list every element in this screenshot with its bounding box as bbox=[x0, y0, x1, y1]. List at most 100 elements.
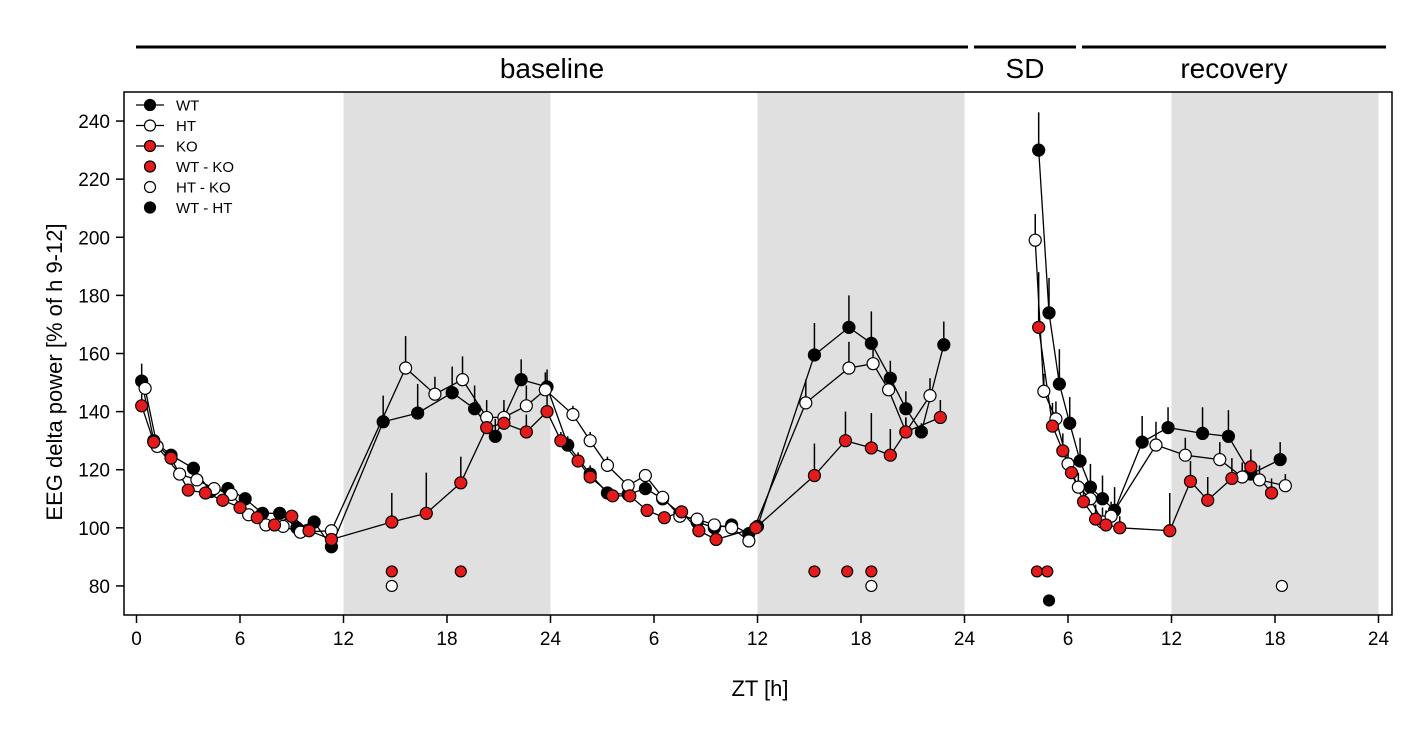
y-tick-label: 180 bbox=[78, 286, 110, 307]
dark-period-1 bbox=[343, 92, 551, 615]
data-point-KO bbox=[385, 515, 399, 529]
x-tick-label: 12 bbox=[747, 629, 768, 650]
significance-marker bbox=[865, 565, 878, 578]
data-point-WT bbox=[1052, 377, 1066, 391]
data-point-KO bbox=[1064, 466, 1079, 480]
data-point-WT bbox=[1195, 426, 1210, 441]
data-point-KO bbox=[267, 518, 282, 532]
legend-marker bbox=[143, 201, 157, 214]
data-point-KO bbox=[497, 416, 511, 430]
data-point-KO bbox=[250, 511, 264, 525]
data-point-HT bbox=[190, 473, 204, 487]
data-point-KO bbox=[709, 532, 723, 547]
data-point-KO bbox=[1113, 521, 1127, 535]
data-point-KO bbox=[1032, 320, 1046, 334]
data-point-KO bbox=[302, 524, 316, 538]
data-point-HT bbox=[538, 383, 552, 397]
y-tick-label: 80 bbox=[89, 577, 110, 598]
data-point-HT bbox=[842, 361, 856, 375]
data-point-KO bbox=[692, 524, 706, 538]
significance-marker bbox=[1030, 565, 1044, 578]
phase-bars: baseline SD recovery bbox=[136, 45, 1386, 84]
x-tick-label: 12 bbox=[333, 629, 354, 650]
data-point-KO bbox=[1183, 474, 1198, 488]
data-point-WT bbox=[883, 371, 897, 385]
data-point-KO bbox=[181, 483, 195, 497]
x-tick-label: 0 bbox=[131, 629, 142, 650]
phase-label-SD: SD bbox=[1006, 53, 1045, 84]
data-point-WT bbox=[411, 406, 425, 420]
data-point-KO bbox=[285, 509, 299, 523]
x-axis-label: ZT [h] bbox=[731, 676, 788, 701]
legend-label: WT - HT bbox=[176, 200, 232, 217]
data-point-HT bbox=[1213, 452, 1227, 467]
data-point-HT bbox=[1178, 448, 1192, 462]
data-point-KO bbox=[807, 468, 822, 483]
data-point-WT bbox=[807, 348, 822, 362]
data-point-KO bbox=[454, 476, 468, 490]
y-tick-label: 200 bbox=[78, 228, 110, 249]
x-tick-label: 18 bbox=[1264, 629, 1285, 650]
data-point-KO bbox=[1076, 495, 1091, 509]
data-point-HT bbox=[707, 518, 721, 532]
data-point-HT bbox=[881, 383, 896, 397]
data-point-WT bbox=[1221, 429, 1236, 443]
data-point-KO bbox=[540, 405, 554, 419]
error-bars bbox=[140, 112, 1287, 547]
data-point-HT bbox=[923, 389, 937, 403]
data-point-WT bbox=[914, 425, 928, 439]
x-tick-label: 24 bbox=[540, 629, 562, 650]
data-point-KO bbox=[1088, 512, 1103, 526]
data-point-WT bbox=[638, 482, 652, 496]
data-point-WT bbox=[899, 402, 913, 416]
x-tick-label: 12 bbox=[1161, 629, 1182, 650]
data-point-WT bbox=[842, 320, 856, 334]
x-tick-label: 18 bbox=[436, 629, 457, 650]
data-point-HT bbox=[866, 357, 880, 371]
data-point-KO bbox=[749, 521, 763, 535]
significance-marker bbox=[385, 565, 398, 578]
legend-label: WT - KO bbox=[176, 159, 234, 176]
data-point-WT bbox=[1161, 420, 1175, 435]
data-point-WT bbox=[1032, 143, 1046, 157]
data-points bbox=[135, 143, 1292, 554]
significance-marker bbox=[808, 565, 821, 578]
data-point-HT bbox=[519, 399, 533, 413]
y-tick-label: 120 bbox=[78, 461, 110, 482]
dark-period-2 bbox=[757, 92, 965, 615]
data-point-WT bbox=[445, 386, 459, 400]
data-point-KO bbox=[1201, 493, 1215, 507]
data-point-HT bbox=[1028, 233, 1042, 247]
data-point-WT bbox=[1042, 306, 1056, 320]
y-tick-label: 240 bbox=[78, 112, 110, 133]
data-point-HT bbox=[428, 387, 442, 401]
x-tick-label: 6 bbox=[649, 629, 660, 650]
data-point-KO bbox=[1264, 486, 1279, 500]
data-point-WT bbox=[937, 338, 951, 352]
dark-period-shading bbox=[343, 92, 1379, 615]
data-point-HT bbox=[638, 468, 652, 483]
legend-label: KO bbox=[176, 139, 198, 156]
data-point-KO bbox=[419, 506, 433, 520]
legend-label: HT - KO bbox=[176, 180, 231, 197]
y-tick-label: 160 bbox=[78, 345, 110, 366]
legend-marker bbox=[143, 98, 157, 112]
data-point-WT bbox=[514, 373, 528, 387]
data-point-HT bbox=[1252, 473, 1267, 487]
axes: 80 100 120 140 160 180 200 220 240 0 6 12 18 24 6 12 18 2… bbox=[78, 91, 1393, 650]
data-point-WT bbox=[468, 402, 482, 416]
data-point-KO bbox=[1244, 460, 1258, 474]
data-point-KO bbox=[640, 503, 654, 517]
data-point-KO bbox=[1056, 444, 1070, 458]
legend-marker bbox=[143, 119, 157, 132]
data-point-KO bbox=[899, 425, 913, 439]
y-tick-label: 100 bbox=[78, 519, 110, 540]
data-point-WT bbox=[1073, 454, 1087, 468]
data-point-HT bbox=[742, 534, 756, 548]
data-point-HT bbox=[1278, 479, 1292, 493]
data-point-HT bbox=[656, 490, 670, 504]
data-point-WT bbox=[1273, 452, 1287, 467]
significance-marker bbox=[865, 579, 878, 593]
